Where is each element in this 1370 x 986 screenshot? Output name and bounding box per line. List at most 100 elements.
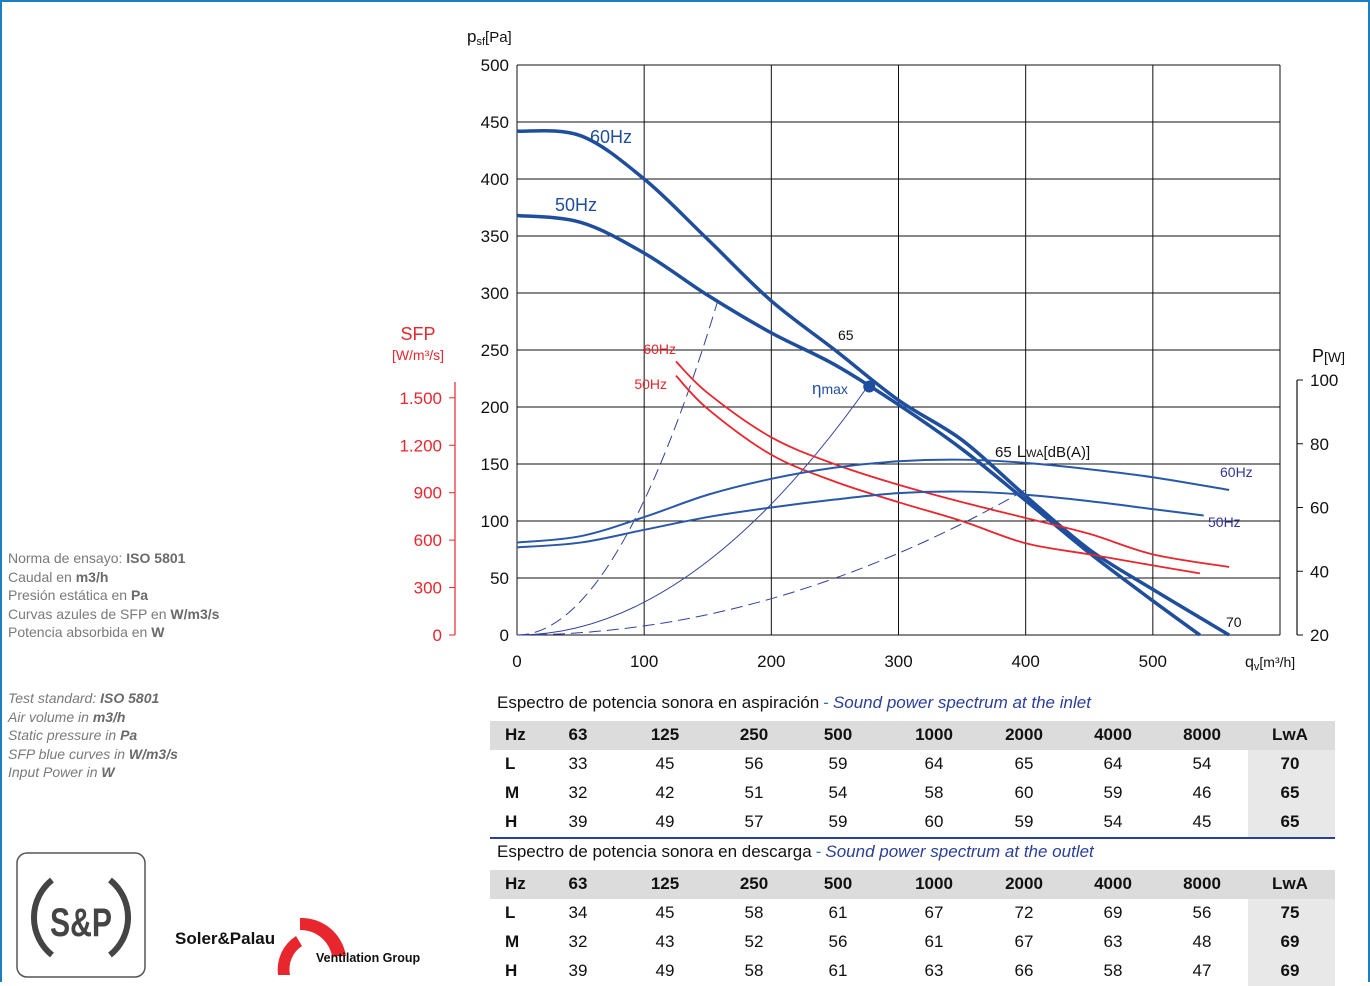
curve-label: 60Hz bbox=[590, 127, 632, 147]
table-cell: 45 bbox=[1192, 812, 1212, 831]
sfp-axis-label: SFP bbox=[400, 324, 435, 344]
table-cell: L bbox=[505, 754, 516, 773]
logo: S&P Soler&Palau Ventilation Group bbox=[16, 852, 421, 978]
sfp-tick-label: 1.500 bbox=[399, 389, 442, 408]
note-bold: m3/h bbox=[75, 568, 109, 585]
system-curve bbox=[516, 385, 869, 636]
sfp-axis-unit: [W/m³/s] bbox=[392, 347, 444, 363]
y-tick-label: 200 bbox=[481, 398, 509, 417]
eta-max-point bbox=[863, 380, 876, 393]
table-cell: 59 bbox=[1014, 812, 1034, 831]
table-cell: 52 bbox=[744, 932, 764, 951]
y-tick-label: 300 bbox=[481, 284, 509, 303]
label-sub: max bbox=[821, 381, 847, 397]
curve-label: 60Hz bbox=[643, 341, 676, 357]
table-cell: 60 bbox=[924, 812, 944, 831]
table-cell: 33 bbox=[568, 754, 588, 773]
y-tick-label: 350 bbox=[481, 227, 509, 246]
note: Curvas azules de SFP en W/m3/s bbox=[8, 605, 219, 623]
x-tick-label: 500 bbox=[1139, 652, 1167, 671]
note-bold: ISO 5801 bbox=[100, 690, 160, 706]
system-curve bbox=[516, 489, 1026, 636]
note-bold: Pa bbox=[130, 587, 149, 603]
y-tick-label: 50 bbox=[490, 569, 509, 588]
table-cell: 60 bbox=[1014, 783, 1034, 802]
note: Test standard: ISO 5801 bbox=[8, 689, 159, 707]
header-cell: 63 bbox=[568, 874, 588, 893]
table-cell: 64 bbox=[924, 754, 944, 773]
x-tick-label: 300 bbox=[884, 652, 912, 671]
note-text: Presión estática en bbox=[8, 587, 128, 603]
table-cell: 57 bbox=[744, 812, 764, 831]
system-curves bbox=[516, 299, 1026, 636]
p-tick-label: 20 bbox=[1310, 626, 1329, 645]
table-cell: 69 bbox=[1103, 903, 1123, 922]
table-cell: 32 bbox=[568, 783, 588, 802]
x-tick-label: 100 bbox=[630, 652, 658, 671]
note-text: Curvas azules de SFP en bbox=[8, 605, 167, 622]
y-tick-label: 500 bbox=[481, 56, 509, 75]
note: Potencia absorbida en W bbox=[8, 623, 164, 641]
note: Air volume in m3/h bbox=[8, 708, 126, 726]
sfp-tick-label: 1.200 bbox=[399, 436, 442, 455]
header-cell: 4000 bbox=[1094, 725, 1132, 744]
note: SFP blue curves in W/m3/s bbox=[8, 745, 178, 763]
table-title: Espectro de potencia sonora en descarga -… bbox=[497, 842, 1094, 862]
table-header-bg bbox=[490, 721, 1335, 750]
label-unit: [m³/h] bbox=[1259, 654, 1295, 670]
note-bold: W bbox=[151, 624, 165, 640]
curve-label: 50Hz bbox=[1208, 514, 1241, 530]
header-cell: Hz bbox=[505, 725, 526, 744]
logo-swoosh bbox=[277, 936, 302, 975]
table-cell: 61 bbox=[828, 961, 848, 980]
p-tick-label: 80 bbox=[1310, 435, 1329, 454]
curve bbox=[516, 458, 1230, 544]
table-cell: 61 bbox=[924, 932, 944, 951]
note-text: Potencia absorbida en bbox=[8, 624, 148, 640]
title-separator: - bbox=[823, 693, 829, 712]
label-unit: [Pa] bbox=[485, 29, 512, 46]
title-es: Espectro de potencia sonora en descarga bbox=[497, 842, 812, 861]
p-tick-label: 60 bbox=[1310, 499, 1329, 518]
header-cell: 2000 bbox=[1005, 725, 1043, 744]
header-cell: 2000 bbox=[1005, 874, 1043, 893]
table-cell: 59 bbox=[1103, 783, 1123, 802]
table-separator bbox=[490, 837, 1335, 839]
header-cell: 1000 bbox=[915, 874, 953, 893]
table-cell: 56 bbox=[1192, 903, 1212, 922]
table-header-bg bbox=[490, 870, 1335, 899]
table-cell: M bbox=[505, 932, 520, 951]
table-cell: 58 bbox=[924, 783, 944, 802]
label-sub: WA bbox=[1026, 448, 1044, 460]
note-text: Air volume in bbox=[8, 708, 89, 725]
header-cell: LwA bbox=[1272, 725, 1308, 744]
table-cell: 61 bbox=[828, 903, 848, 922]
header-cell: 8000 bbox=[1183, 725, 1221, 744]
table-cell: 42 bbox=[655, 783, 675, 802]
table-cell: 56 bbox=[744, 754, 764, 773]
label-unit: [W] bbox=[1324, 349, 1345, 365]
note-bold: W bbox=[101, 764, 115, 780]
table-cell: L bbox=[505, 903, 516, 922]
table-cell: 45 bbox=[655, 754, 675, 773]
curve-label: 60Hz bbox=[1220, 464, 1253, 480]
table-cell: H bbox=[505, 961, 518, 980]
note: Norma de ensayo: ISO 5801 bbox=[8, 549, 185, 567]
table-cell: 69 bbox=[1280, 961, 1300, 980]
sfp-tick-label: 300 bbox=[414, 579, 442, 598]
label-sub: sf bbox=[476, 36, 486, 48]
header-cell: Hz bbox=[505, 874, 526, 893]
table-cell: 72 bbox=[1014, 903, 1034, 922]
note-bold: W/m3/s bbox=[128, 745, 178, 762]
note-bold: m3/h bbox=[92, 708, 126, 725]
curve-label: 50Hz bbox=[555, 195, 597, 215]
note-text: Static pressure in bbox=[8, 727, 117, 743]
lwa-column-bg bbox=[1248, 899, 1335, 986]
title-en: Sound power spectrum at the outlet bbox=[825, 842, 1094, 861]
y-tick-label: 450 bbox=[481, 113, 509, 132]
header-cell: 250 bbox=[739, 725, 769, 744]
header-cell: 1000 bbox=[915, 725, 953, 744]
header-cell: 63 bbox=[568, 725, 588, 744]
